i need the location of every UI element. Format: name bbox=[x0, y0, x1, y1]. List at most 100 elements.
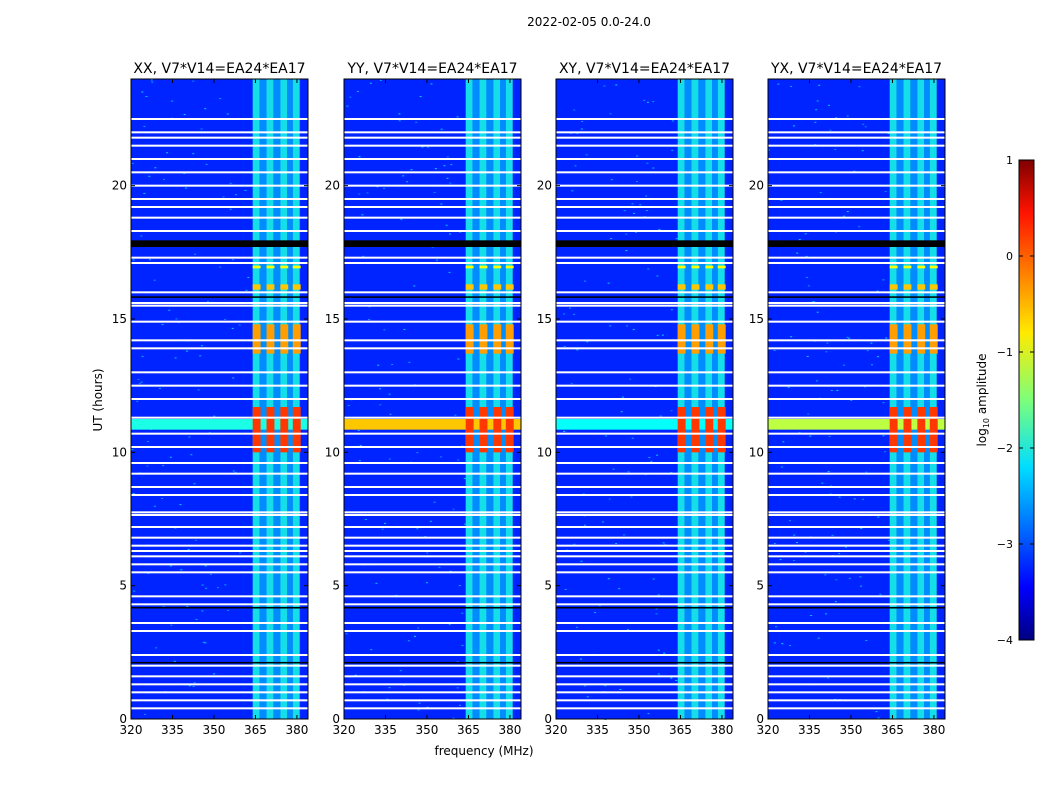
rfi-strong-block bbox=[466, 266, 474, 269]
flagged-row bbox=[556, 571, 733, 573]
flagged-row bbox=[131, 371, 308, 373]
flagged-row bbox=[768, 486, 945, 488]
noise-cell bbox=[199, 355, 201, 356]
flagged-row bbox=[768, 595, 945, 597]
flagged-row bbox=[768, 257, 945, 259]
flagged-row bbox=[768, 654, 945, 656]
noise-cell bbox=[230, 183, 232, 184]
noise-cell bbox=[777, 84, 779, 85]
noise-cell bbox=[630, 496, 632, 497]
noise-cell bbox=[170, 457, 172, 458]
flagged-row bbox=[556, 118, 733, 120]
x-tick-label: 350 bbox=[416, 723, 439, 737]
noise-cell bbox=[672, 120, 674, 121]
x-tick-label: 380 bbox=[922, 723, 945, 737]
flagged-row bbox=[556, 398, 733, 400]
rfi-strong-block bbox=[280, 407, 288, 452]
noise-cell bbox=[244, 190, 246, 191]
noise-cell bbox=[610, 238, 612, 239]
noise-cell bbox=[650, 461, 652, 462]
noise-cell bbox=[633, 213, 635, 214]
noise-cell bbox=[452, 509, 454, 510]
noise-cell bbox=[416, 452, 418, 453]
flagged-row bbox=[768, 707, 945, 709]
noise-cell bbox=[790, 86, 792, 87]
noise-cell bbox=[656, 455, 658, 456]
noise-cell bbox=[146, 466, 148, 467]
noise-cell bbox=[657, 335, 659, 336]
noise-cell bbox=[885, 338, 887, 339]
flagged-row bbox=[768, 665, 945, 667]
flagged-row bbox=[768, 131, 945, 133]
rfi-strong-block bbox=[930, 266, 938, 269]
y-tick-label: 20 bbox=[325, 179, 340, 193]
flagged-row bbox=[768, 302, 945, 304]
noise-cell bbox=[132, 163, 134, 164]
noise-cell bbox=[166, 152, 168, 153]
noise-cell bbox=[658, 674, 660, 675]
flagged-row bbox=[556, 339, 733, 341]
noise-cell bbox=[224, 319, 226, 320]
flagged-row bbox=[344, 321, 521, 323]
noise-cell bbox=[825, 351, 827, 352]
x-tick-label: 350 bbox=[840, 723, 863, 737]
noise-cell bbox=[581, 129, 583, 130]
panel-title: XX, V7*V14=EA24*EA17 bbox=[133, 61, 305, 77]
noise-cell bbox=[206, 164, 208, 165]
noise-cell bbox=[849, 578, 851, 579]
x-tick-label: 335 bbox=[374, 723, 397, 737]
rfi-strong-block bbox=[705, 407, 713, 452]
noise-cell bbox=[411, 169, 413, 170]
noise-cell bbox=[608, 578, 610, 579]
y-tick-label: 10 bbox=[537, 445, 552, 459]
noise-cell bbox=[185, 188, 187, 189]
flagged-row bbox=[344, 462, 521, 464]
noise-cell bbox=[809, 436, 811, 437]
dead-row bbox=[768, 296, 945, 298]
rfi-strong-block bbox=[293, 284, 301, 289]
flagged-row bbox=[131, 433, 308, 435]
y-axis-label: UT (hours) bbox=[91, 368, 105, 431]
noise-cell bbox=[658, 594, 660, 595]
noise-cell bbox=[440, 204, 442, 205]
rfi-strong-block bbox=[493, 407, 501, 452]
noise-cell bbox=[865, 640, 867, 641]
flagged-row bbox=[131, 206, 308, 208]
noise-cell bbox=[204, 642, 206, 643]
flagged-row bbox=[556, 473, 733, 475]
y-tick-label: 5 bbox=[756, 579, 764, 593]
flagged-row bbox=[556, 347, 733, 349]
noise-cell bbox=[662, 335, 664, 336]
noise-cell bbox=[831, 390, 833, 391]
flagged-row bbox=[131, 654, 308, 656]
flagged-row bbox=[131, 185, 308, 187]
noise-cell bbox=[653, 579, 655, 580]
noise-cell bbox=[663, 542, 665, 543]
noise-cell bbox=[380, 80, 382, 81]
dead-row bbox=[344, 662, 521, 664]
flagged-row bbox=[131, 537, 308, 539]
flagged-row bbox=[344, 630, 521, 632]
noise-cell bbox=[414, 636, 416, 637]
noise-cell bbox=[180, 569, 182, 570]
noise-cell bbox=[780, 559, 782, 560]
flagged-row bbox=[131, 526, 308, 528]
noise-cell bbox=[389, 459, 391, 460]
noise-cell bbox=[359, 156, 361, 157]
noise-cell bbox=[859, 576, 861, 577]
flagged-row bbox=[131, 550, 308, 552]
flagged-row bbox=[344, 654, 521, 656]
noise-cell bbox=[825, 613, 827, 614]
flagged-row bbox=[768, 571, 945, 573]
y-tick-label: 5 bbox=[332, 579, 340, 593]
flagged-row bbox=[556, 537, 733, 539]
flagged-row bbox=[131, 321, 308, 323]
rfi-strong-block bbox=[506, 407, 514, 452]
rfi-strong-block bbox=[692, 266, 700, 269]
flagged-row bbox=[131, 494, 308, 496]
noise-cell bbox=[151, 82, 153, 83]
flagged-row bbox=[556, 462, 733, 464]
noise-cell bbox=[464, 478, 466, 479]
flagged-row bbox=[131, 555, 308, 557]
flagged-row bbox=[556, 446, 733, 448]
